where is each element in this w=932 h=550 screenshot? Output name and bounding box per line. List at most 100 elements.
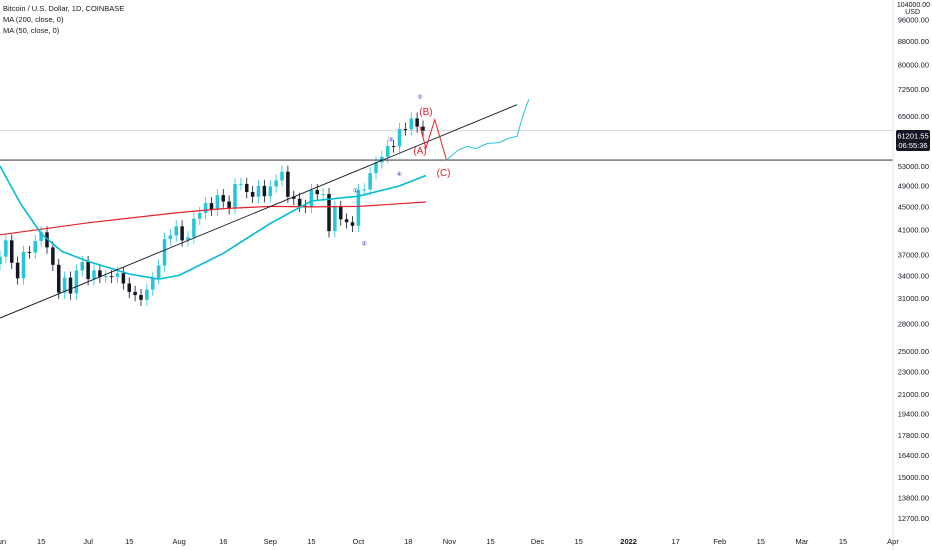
- price-tick-label: 49000.00: [898, 181, 929, 190]
- candle-body: [203, 203, 208, 214]
- candle-body: [391, 145, 396, 147]
- candle-body: [162, 239, 167, 266]
- price-tick-label: 45000.00: [898, 202, 929, 211]
- candle-body: [256, 185, 261, 197]
- current-price-value: 61201.55: [897, 132, 928, 141]
- time-tick-label: Mar: [795, 537, 808, 546]
- candle-body: [385, 145, 390, 157]
- price-tick-label: 72500.00: [898, 85, 929, 94]
- candle-body: [286, 171, 290, 197]
- time-tick-label: 15: [757, 537, 765, 546]
- time-tick-label: Aug: [173, 537, 186, 546]
- candle-body: [374, 162, 378, 174]
- time-tick-label: Jul: [83, 537, 93, 546]
- price-tick-label: 15000.00: [898, 473, 929, 482]
- candle-body: [250, 192, 255, 197]
- price-axis[interactable]: 104000.00 USD 96000.00 88000.00 80000.00 72…: [892, 0, 930, 550]
- time-tick-label: Nov: [443, 537, 457, 546]
- moving-averages-layer: [0, 165, 427, 280]
- candle-body: [333, 206, 337, 232]
- price-axis-top-value: 104000.00: [897, 2, 930, 9]
- time-tick-label: 17: [671, 537, 679, 546]
- candle-body: [109, 276, 114, 278]
- candle-body: [409, 118, 414, 130]
- candle-body: [139, 295, 143, 300]
- price-tick-label: 41000.00: [898, 225, 929, 234]
- candle-body: [227, 201, 231, 209]
- time-axis[interactable]: Jun 15 Jul 15 Aug 16 Sep 15 Oct 18 Nov 15 Dec 15 2022 1…: [0, 537, 899, 546]
- candle-body: [39, 232, 43, 242]
- price-tick-label: 21000.00: [898, 390, 929, 399]
- candle-body: [150, 278, 155, 290]
- trendline: [0, 104, 518, 319]
- symbol-title[interactable]: Bitcoin / U.S. Dollar, 1D, COINBASE: [3, 4, 125, 13]
- candle-body: [92, 270, 96, 280]
- candle-body: [192, 218, 196, 238]
- candle-body: [4, 240, 8, 257]
- time-tick-label: 18: [404, 537, 412, 546]
- elliott-wave-label: ①: [353, 187, 358, 194]
- time-tick-label: Feb: [713, 537, 726, 546]
- candle-body: [103, 276, 108, 278]
- candle-body: [209, 203, 214, 210]
- time-tick-label: 2022: [620, 537, 637, 546]
- ma50-line: [0, 165, 427, 280]
- price-tick-label: 96000.00: [898, 16, 929, 25]
- abc-wave-label: (A): [413, 146, 426, 157]
- time-tick-label: 15: [486, 537, 494, 546]
- candle-body: [115, 273, 120, 277]
- candles-layer: [0, 112, 425, 307]
- candle-body: [51, 247, 55, 265]
- price-tick-label: 37000.00: [898, 251, 929, 260]
- candle-body: [291, 196, 296, 199]
- candle-body: [274, 180, 278, 187]
- candle-body: [45, 232, 49, 248]
- candle-body: [233, 183, 237, 209]
- price-tick-label: 80000.00: [898, 61, 929, 70]
- recovery-projection-path: [446, 99, 530, 161]
- candle-body: [15, 262, 20, 279]
- candle-body: [368, 173, 372, 190]
- price-tick-label: 17800.00: [898, 431, 929, 440]
- candle-body: [221, 195, 226, 202]
- time-tick-label: Oct: [353, 537, 366, 546]
- candle-body: [21, 251, 26, 279]
- candle-body: [268, 186, 273, 197]
- candle-body: [244, 183, 249, 193]
- candle-body: [362, 189, 367, 191]
- candle-body: [86, 262, 90, 280]
- price-tick-label: 65000.00: [898, 112, 929, 121]
- candle-body: [338, 206, 343, 220]
- price-tick-label: 16400.00: [898, 451, 929, 460]
- price-tick-label: 23000.00: [898, 368, 929, 377]
- time-tick-label: 16: [219, 537, 227, 546]
- candle-body: [239, 183, 243, 185]
- ma200-legend[interactable]: MA (200, close, 0): [3, 15, 64, 24]
- candle-body: [415, 118, 419, 127]
- time-tick-label: 15: [839, 537, 847, 546]
- elliott-wave-label: ⑤: [417, 94, 422, 101]
- countdown-timer: 06:55:36: [898, 141, 927, 150]
- candle-body: [280, 171, 284, 181]
- candle-body: [9, 240, 14, 263]
- chart-legend: Bitcoin / U.S. Dollar, 1D, COINBASE MA (…: [3, 3, 124, 36]
- price-tick-label: 19400.00: [898, 410, 929, 419]
- candle-body: [197, 213, 202, 219]
- candle-body: [68, 277, 73, 294]
- currency-label: USD: [905, 9, 920, 16]
- elliott-wave-label: ②: [362, 241, 367, 248]
- candle-body: [62, 277, 67, 293]
- time-tick-label: 15: [37, 537, 45, 546]
- candle-body: [186, 237, 190, 241]
- abc-wave-label: (C): [437, 168, 451, 179]
- candle-body: [33, 241, 38, 253]
- ma50-legend[interactable]: MA (50, close, 0): [3, 26, 60, 35]
- candle-body: [174, 226, 179, 236]
- candle-body: [350, 222, 355, 226]
- candle-body: [127, 283, 132, 292]
- time-tick-label: 15: [307, 537, 315, 546]
- drawings-layer: ① ② ③ ④ ⑤ (B) (A) (C): [0, 94, 893, 319]
- abc-wave-label: (B): [419, 107, 432, 118]
- candle-body: [74, 270, 79, 294]
